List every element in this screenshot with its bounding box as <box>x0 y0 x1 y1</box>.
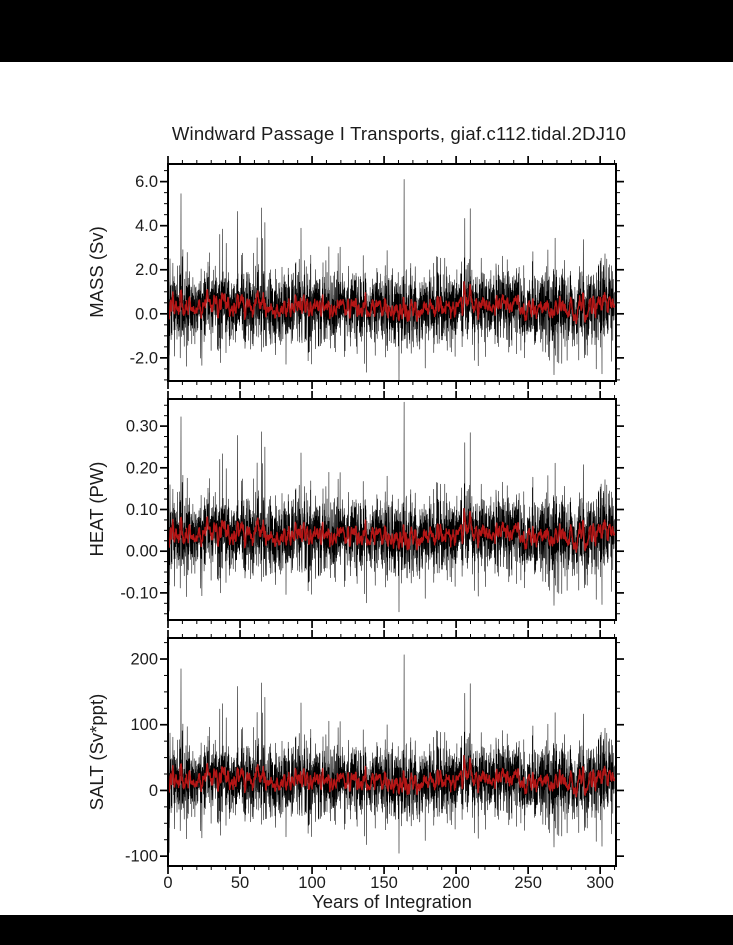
y-tick-label: 0.00 <box>126 543 158 561</box>
y-tick-label: 100 <box>130 716 158 734</box>
x-tick-label: 200 <box>442 874 470 892</box>
x-axis-label: Years of Integration <box>312 891 472 912</box>
panel-frame-2 <box>167 637 617 867</box>
smoothed-series-0 <box>168 281 616 325</box>
panel-ticks-2 <box>160 630 624 874</box>
panel-2: -100 0 100 200 0 50 100 150 200 250 300 <box>125 630 624 892</box>
x-tick-labels: 0 50 100 150 200 250 300 <box>163 874 614 892</box>
x-tick-label: 50 <box>231 874 249 892</box>
x-tick-label: 150 <box>370 874 398 892</box>
smoothed-series-1 <box>168 508 616 553</box>
x-tick-label: 300 <box>586 874 614 892</box>
y-tick-labels-0: -2.0 0.0 2.0 4.0 6.0 <box>130 173 158 367</box>
bottom-black-bar <box>0 915 733 945</box>
x-tick-label: 250 <box>514 874 542 892</box>
y-tick-label: 0.30 <box>126 418 158 436</box>
y-tick-labels-2: -100 0 100 200 <box>125 651 158 866</box>
y-tick-label: 200 <box>130 651 158 669</box>
panel-0: -2.0 0.0 2.0 4.0 6.0 <box>130 156 624 389</box>
panel-1: -0.10 0.00 0.10 0.20 0.30 <box>120 391 624 628</box>
panel-frame-0 <box>167 163 617 382</box>
y-tick-label: 6.0 <box>135 173 158 191</box>
y-tick-label: 0.20 <box>126 459 158 477</box>
smoothed-series-2 <box>168 755 616 798</box>
raw-series-2 <box>168 654 615 854</box>
top-black-bar <box>0 0 733 62</box>
y-tick-label: 0.10 <box>126 501 158 519</box>
y-tick-label: 0 <box>149 782 158 800</box>
y-tick-label: -2.0 <box>130 349 158 367</box>
panel-ticks-1 <box>160 391 624 628</box>
y-tick-label: 2.0 <box>135 261 158 279</box>
y-tick-label: 4.0 <box>135 217 158 235</box>
panel-ticks-0 <box>160 156 624 389</box>
chart-title: Windward Passage I Transports, giaf.c112… <box>171 123 627 144</box>
x-tick-label: 100 <box>298 874 326 892</box>
x-tick-label: 0 <box>163 874 172 892</box>
raw-series-1 <box>168 401 615 613</box>
y-tick-label: -0.10 <box>120 584 158 602</box>
y-tick-labels-1: -0.10 0.00 0.10 0.20 0.30 <box>120 418 158 603</box>
y-tick-label: -100 <box>125 848 158 866</box>
raw-series-0 <box>168 179 615 381</box>
y-tick-label: 0.0 <box>135 305 158 323</box>
